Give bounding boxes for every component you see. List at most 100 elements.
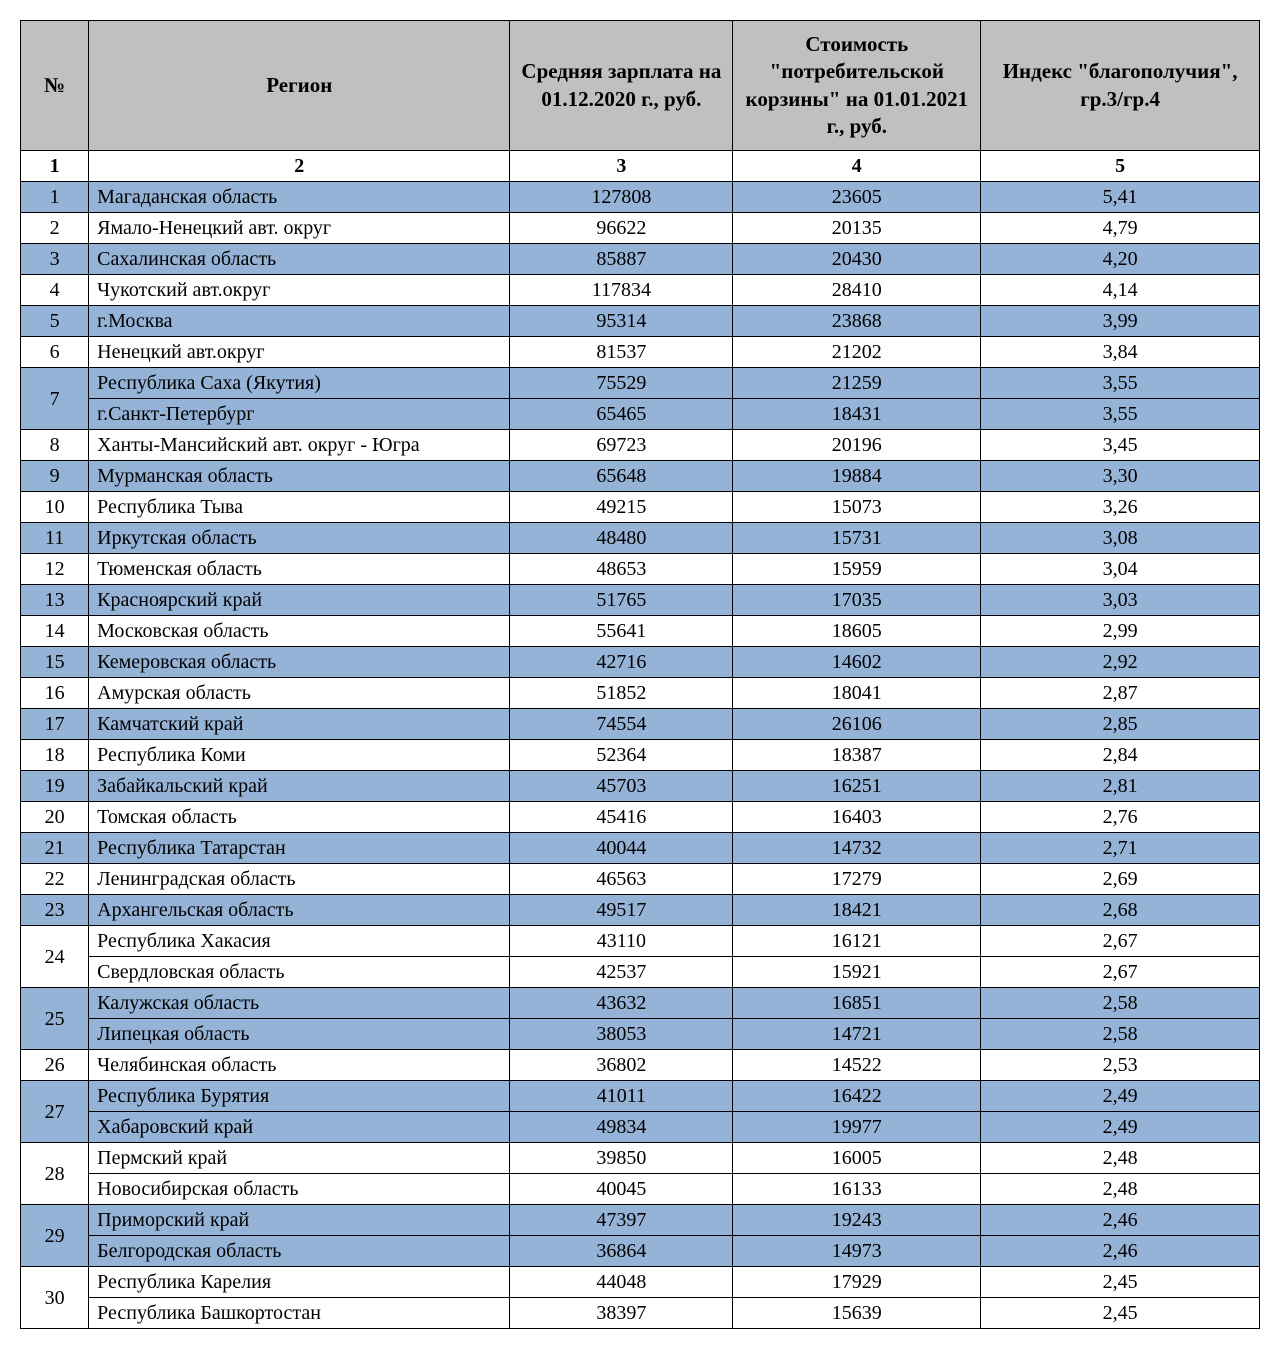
table-row: Белгородская область36864149732,46 <box>21 1236 1260 1267</box>
region-cell: Ханты-Мансийский авт. округ - Югра <box>89 430 510 461</box>
region-cell: Архангельская область <box>89 895 510 926</box>
salary-cell: 40044 <box>510 833 733 864</box>
salary-cell: 117834 <box>510 275 733 306</box>
table-row: 30Республика Карелия44048179292,45 <box>21 1267 1260 1298</box>
table-row: 28Пермский край39850160052,48 <box>21 1143 1260 1174</box>
index-cell: 2,48 <box>981 1143 1260 1174</box>
basket-cell: 19884 <box>733 461 981 492</box>
rank-cell: 15 <box>21 647 89 678</box>
salary-cell: 39850 <box>510 1143 733 1174</box>
region-cell: Амурская область <box>89 678 510 709</box>
rank-cell: 12 <box>21 554 89 585</box>
region-cell: г.Москва <box>89 306 510 337</box>
basket-cell: 17929 <box>733 1267 981 1298</box>
region-cell: Московская область <box>89 616 510 647</box>
header-salary: Средняя зарплата на 01.12.2020 г., руб. <box>510 21 733 151</box>
index-cell: 3,08 <box>981 523 1260 554</box>
basket-cell: 15959 <box>733 554 981 585</box>
basket-cell: 20135 <box>733 213 981 244</box>
basket-cell: 15731 <box>733 523 981 554</box>
salary-cell: 52364 <box>510 740 733 771</box>
region-cell: Красноярский край <box>89 585 510 616</box>
region-cell: Магаданская область <box>89 182 510 213</box>
basket-cell: 16251 <box>733 771 981 802</box>
basket-cell: 16851 <box>733 988 981 1019</box>
basket-cell: 14721 <box>733 1019 981 1050</box>
rank-cell: 19 <box>21 771 89 802</box>
region-cell: Ленинградская область <box>89 864 510 895</box>
index-cell: 2,84 <box>981 740 1260 771</box>
table-row: 5г.Москва95314238683,99 <box>21 306 1260 337</box>
basket-cell: 21202 <box>733 337 981 368</box>
region-cell: Ненецкий авт.округ <box>89 337 510 368</box>
salary-cell: 96622 <box>510 213 733 244</box>
region-cell: Ямало-Ненецкий авт. округ <box>89 213 510 244</box>
column-number-row: 12345 <box>21 151 1260 182</box>
index-cell: 3,26 <box>981 492 1260 523</box>
region-cell: Липецкая область <box>89 1019 510 1050</box>
column-number-1: 1 <box>21 151 89 182</box>
region-cell: Калужская область <box>89 988 510 1019</box>
table-row: 26Челябинская область36802145222,53 <box>21 1050 1260 1081</box>
index-cell: 3,30 <box>981 461 1260 492</box>
salary-cell: 36802 <box>510 1050 733 1081</box>
basket-cell: 17279 <box>733 864 981 895</box>
region-cell: Республика Бурятия <box>89 1081 510 1112</box>
salary-cell: 49215 <box>510 492 733 523</box>
index-cell: 2,46 <box>981 1236 1260 1267</box>
basket-cell: 20430 <box>733 244 981 275</box>
table-row: 19Забайкальский край45703162512,81 <box>21 771 1260 802</box>
basket-cell: 15639 <box>733 1298 981 1329</box>
table-row: 16Амурская область51852180412,87 <box>21 678 1260 709</box>
table-row: 9Мурманская область65648198843,30 <box>21 461 1260 492</box>
region-cell: Забайкальский край <box>89 771 510 802</box>
rank-cell: 11 <box>21 523 89 554</box>
rank-cell: 3 <box>21 244 89 275</box>
rank-cell: 2 <box>21 213 89 244</box>
table-row: 6Ненецкий авт.округ81537212023,84 <box>21 337 1260 368</box>
table-row: 25Калужская область43632168512,58 <box>21 988 1260 1019</box>
column-number-4: 4 <box>733 151 981 182</box>
basket-cell: 19977 <box>733 1112 981 1143</box>
index-cell: 2,68 <box>981 895 1260 926</box>
rank-cell: 24 <box>21 926 89 988</box>
index-cell: 2,45 <box>981 1267 1260 1298</box>
basket-cell: 26106 <box>733 709 981 740</box>
region-cell: Мурманская область <box>89 461 510 492</box>
region-cell: Челябинская область <box>89 1050 510 1081</box>
index-cell: 2,49 <box>981 1081 1260 1112</box>
basket-cell: 16121 <box>733 926 981 957</box>
region-cell: Республика Башкортостан <box>89 1298 510 1329</box>
index-cell: 3,55 <box>981 368 1260 399</box>
region-cell: Хабаровский край <box>89 1112 510 1143</box>
salary-cell: 41011 <box>510 1081 733 1112</box>
salary-cell: 45416 <box>510 802 733 833</box>
index-cell: 2,53 <box>981 1050 1260 1081</box>
index-cell: 2,99 <box>981 616 1260 647</box>
header-basket: Стоимость "потребительской корзины" на 0… <box>733 21 981 151</box>
index-cell: 3,04 <box>981 554 1260 585</box>
table-row: 24Республика Хакасия43110161212,67 <box>21 926 1260 957</box>
header-region: Регион <box>89 21 510 151</box>
table-row: 4Чукотский авт.округ117834284104,14 <box>21 275 1260 306</box>
basket-cell: 18605 <box>733 616 981 647</box>
table-row: 21Республика Татарстан40044147322,71 <box>21 833 1260 864</box>
region-cell: Республика Саха (Якутия) <box>89 368 510 399</box>
rank-cell: 8 <box>21 430 89 461</box>
salary-cell: 65648 <box>510 461 733 492</box>
salary-cell: 43632 <box>510 988 733 1019</box>
index-cell: 5,41 <box>981 182 1260 213</box>
index-cell: 2,87 <box>981 678 1260 709</box>
index-cell: 2,49 <box>981 1112 1260 1143</box>
basket-cell: 18421 <box>733 895 981 926</box>
salary-cell: 51852 <box>510 678 733 709</box>
salary-cell: 45703 <box>510 771 733 802</box>
header-index: Индекс "благополучия", гр.3/гр.4 <box>981 21 1260 151</box>
table-row: 29Приморский край47397192432,46 <box>21 1205 1260 1236</box>
rank-cell: 4 <box>21 275 89 306</box>
rank-cell: 1 <box>21 182 89 213</box>
basket-cell: 15921 <box>733 957 981 988</box>
basket-cell: 18387 <box>733 740 981 771</box>
region-cell: Томская область <box>89 802 510 833</box>
table-row: 2Ямало-Ненецкий авт. округ96622201354,79 <box>21 213 1260 244</box>
